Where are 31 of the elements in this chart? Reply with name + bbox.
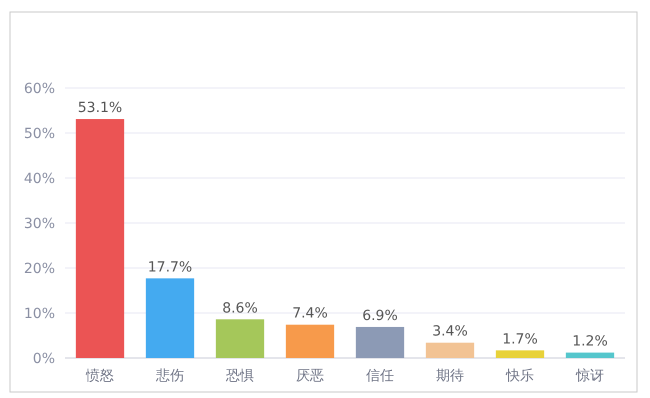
x-tick-label: 信任 (366, 368, 394, 384)
y-tick-label: 10% (24, 306, 55, 322)
bar (76, 119, 124, 358)
data-label: 17.7% (148, 259, 192, 276)
y-tick-label: 50% (24, 126, 55, 142)
y-tick-label: 20% (24, 261, 55, 277)
y-tick-label: 0% (32, 351, 55, 367)
y-tick-label: 40% (24, 171, 55, 187)
data-label: 7.4% (292, 306, 328, 322)
data-label: 6.9% (362, 308, 398, 324)
data-label: 8.6% (222, 300, 258, 316)
data-label: 1.2% (572, 334, 608, 350)
x-tick-label: 期待 (436, 368, 464, 384)
data-label: 53.1% (78, 100, 122, 116)
x-tick-label: 愤怒 (85, 368, 114, 384)
x-tick-label: 悲伤 (155, 368, 184, 384)
bar (216, 319, 264, 358)
y-tick-label: 30% (24, 216, 55, 232)
bar (566, 352, 614, 358)
bar (496, 350, 544, 358)
data-label: 3.4% (432, 324, 468, 340)
x-tick-label: 厌恶 (296, 368, 324, 384)
bar (356, 326, 404, 358)
x-tick-label: 惊讶 (575, 368, 604, 384)
bar (426, 342, 474, 358)
bar (146, 278, 194, 358)
bar (286, 324, 334, 358)
x-tick-label: 恐惧 (225, 368, 254, 384)
x-tick-label: 快乐 (505, 368, 534, 384)
y-tick-label: 60% (24, 81, 55, 97)
data-label: 1.7% (502, 331, 538, 348)
